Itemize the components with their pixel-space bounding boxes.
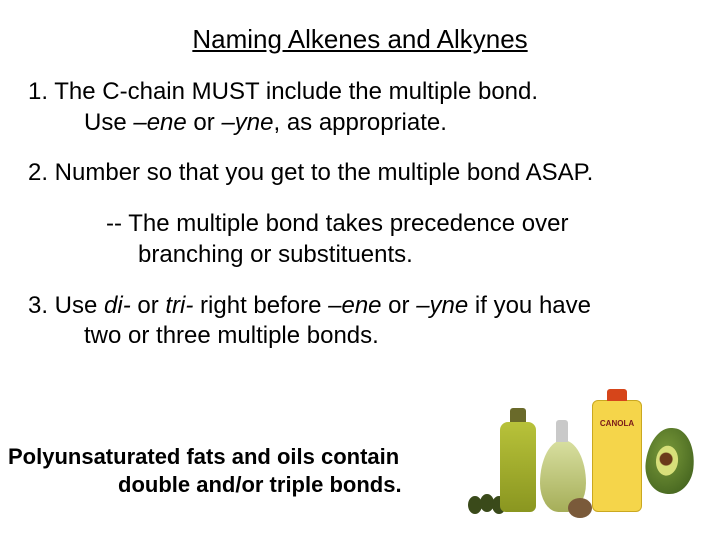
rule-2: 2. Number so that you get to the multipl… [28,158,692,189]
prefix-di: di- [104,292,131,319]
oils-illustration: CANOLA [440,372,700,522]
avocado-icon [643,426,698,497]
prefix-tri: tri- [165,292,193,319]
footnote-line1: Polyunsaturated fats and oils contain [8,444,399,469]
canola-label: CANOLA [597,419,637,428]
subrule-line1: -- The multiple bond takes precedence ov… [106,210,568,237]
canola-bottle-icon: CANOLA [592,400,642,512]
suffix-ene: –ene [133,109,186,136]
subrule-line2: branching or substituents. [106,240,692,271]
rule-1-tail: , as appropriate. [273,109,446,136]
rule-1-use: Use [84,109,133,136]
rule-3-pre: 3. Use [28,292,104,319]
walnut-icon [568,498,592,518]
rule-3-line2: two or three multiple bonds. [28,321,692,352]
rule-1-or: or [187,109,222,136]
rule-3: 3. Use di- or tri- right before –ene or … [28,291,692,352]
rule-3-yne: –yne [416,292,468,319]
slide-title: Naming Alkenes and Alkynes [28,24,692,55]
rule-2-sub: -- The multiple bond takes precedence ov… [28,209,692,270]
rule-3-mid3: or [382,292,417,319]
olive-oil-bottle-icon [500,422,536,512]
rule-3-post1: if you have [468,292,591,319]
rule-3-mid2: right before [193,292,328,319]
rule-3-mid1: or [131,292,166,319]
rule-3-ene: –ene [328,292,381,319]
footnote-line2: double and/or triple bonds. [8,471,402,500]
rule-1-line1: 1. The C-chain MUST include the multiple… [28,78,538,105]
footnote: Polyunsaturated fats and oils contain do… [8,443,402,500]
rule-1: 1. The C-chain MUST include the multiple… [28,77,692,138]
suffix-yne: –yne [221,109,273,136]
